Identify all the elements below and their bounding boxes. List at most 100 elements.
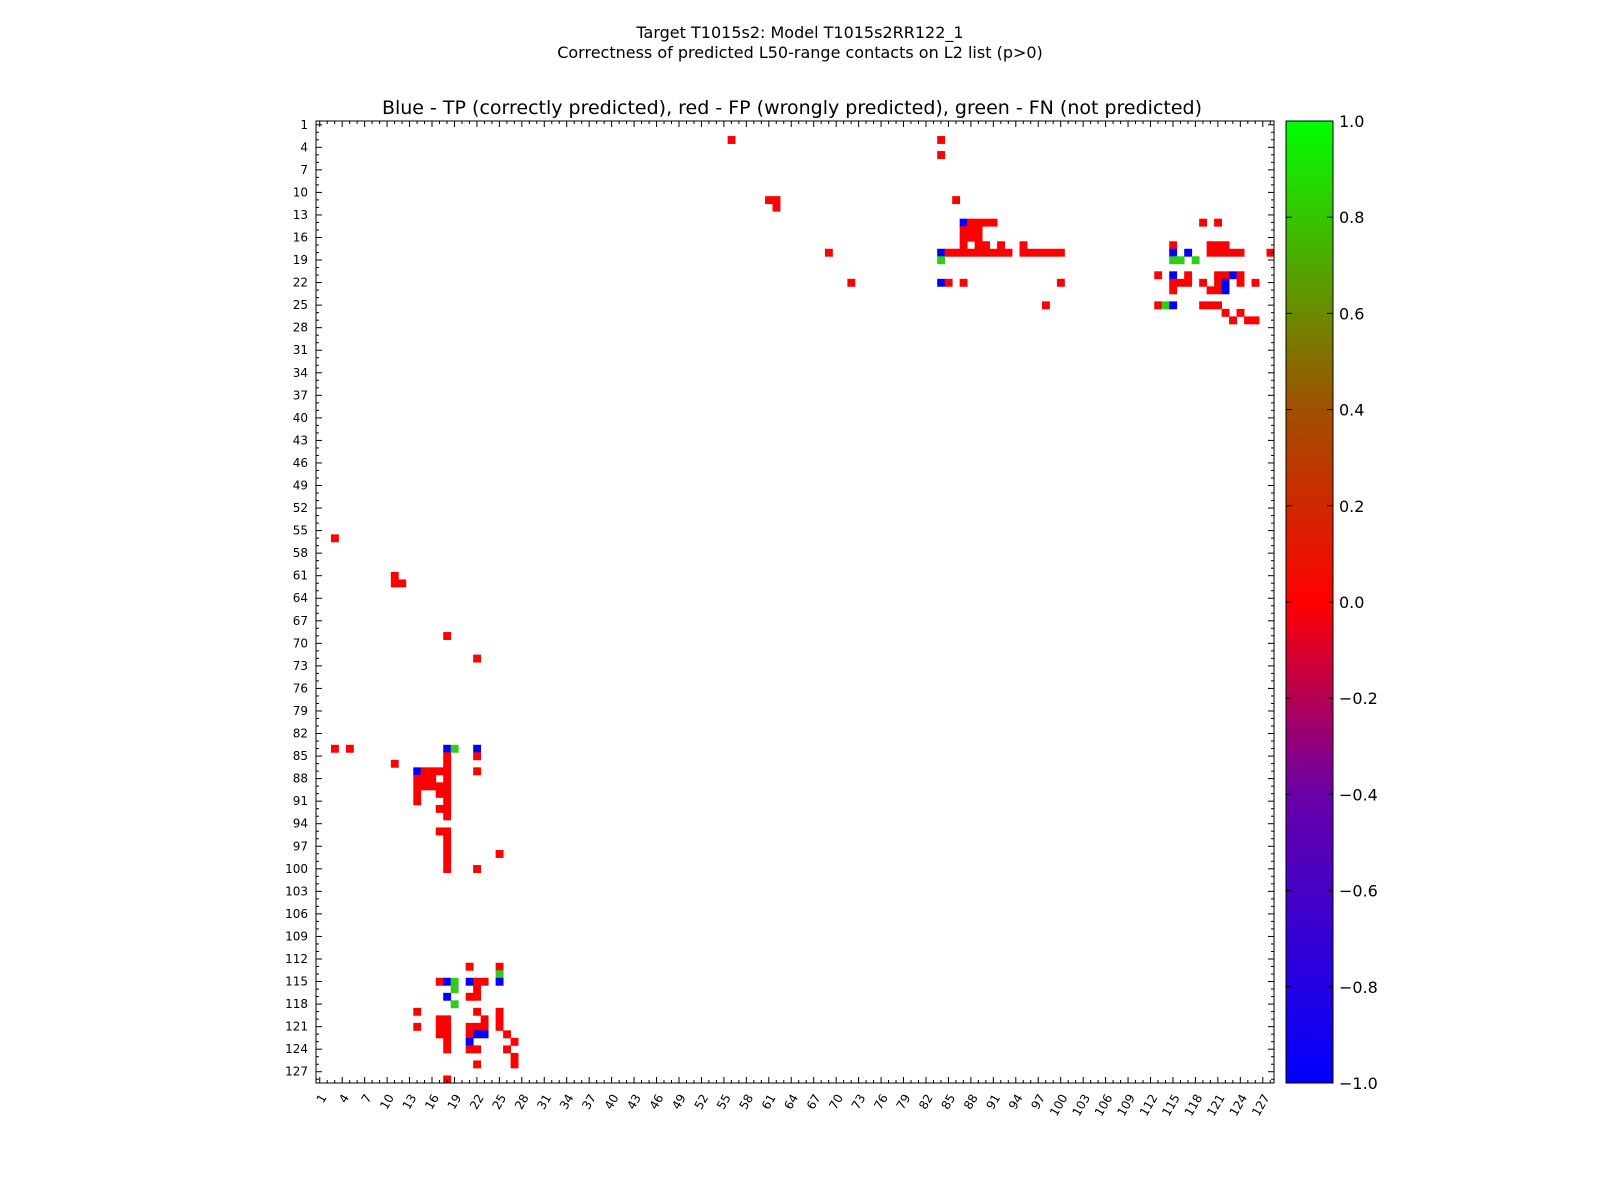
contact-cell-fp <box>937 136 946 144</box>
contact-cell-fp <box>435 1022 444 1031</box>
contact-cell-fp <box>473 767 482 776</box>
contact-cell-tp <box>473 1030 482 1039</box>
x-tick-label: 64 <box>781 1092 801 1112</box>
contact-cell-fp <box>443 842 452 851</box>
colorbar-tick-label: 0.8 <box>1339 208 1364 227</box>
contact-cell-fn <box>1191 256 1200 265</box>
y-tick-label: 58 <box>293 546 308 560</box>
contact-cell-tp <box>480 1030 489 1039</box>
contact-cell-fn <box>450 744 459 753</box>
contact-cell-fp <box>495 850 504 858</box>
contact-cell-fp <box>398 579 407 588</box>
contact-cell-fp <box>473 1060 482 1069</box>
y-tick-label: 67 <box>293 614 308 628</box>
contact-cell-fp <box>1056 248 1065 257</box>
x-tick-label: 58 <box>736 1092 756 1112</box>
y-tick-label: 40 <box>293 411 308 425</box>
contact-cell-fp <box>1019 248 1028 257</box>
contact-cell-fp <box>1214 248 1223 257</box>
contact-cell-fp <box>443 1022 452 1031</box>
y-tick-label: 103 <box>285 884 308 898</box>
contact-cell-fp <box>390 571 399 580</box>
colorbar-tick-label: −0.6 <box>1339 882 1378 901</box>
x-tick-label: 94 <box>1006 1092 1026 1112</box>
contact-cell-fp <box>1251 278 1260 287</box>
x-tick-label: 79 <box>894 1092 914 1112</box>
y-tick-label: 4 <box>300 140 308 154</box>
contact-cell-fp <box>330 534 339 543</box>
contact-cell-fp <box>428 782 437 791</box>
contact-cell-tp <box>1169 301 1178 310</box>
contact-cell-fp <box>420 767 429 776</box>
y-tick-label: 118 <box>285 997 308 1011</box>
colorbar-tick-label: −0.8 <box>1339 978 1378 997</box>
x-tick-label: 100 <box>1047 1092 1071 1119</box>
x-tick-label: 97 <box>1028 1092 1048 1112</box>
y-tick-label: 124 <box>285 1042 308 1056</box>
contact-cell-fp <box>974 241 983 250</box>
contact-cell-fp <box>1184 271 1193 280</box>
contact-cell-fp <box>413 1022 422 1031</box>
contact-cell-fp <box>1004 248 1013 257</box>
contact-cell-fp <box>465 1022 474 1031</box>
axes-title: Blue - TP (correctly predicted), red - F… <box>382 97 1202 119</box>
contact-cell-fp <box>967 218 976 227</box>
contact-cell-fp <box>443 1015 452 1024</box>
x-tick-label: 49 <box>669 1092 689 1112</box>
x-tick-label: 1 <box>314 1092 330 1106</box>
contact-cell-fp <box>1169 241 1178 250</box>
contact-cell-fp <box>510 1060 519 1069</box>
contact-cell-fp <box>1251 316 1260 325</box>
contact-cell-fp <box>967 248 976 257</box>
y-tick-label: 127 <box>285 1065 308 1079</box>
contact-cell-tp <box>959 218 968 227</box>
contact-cell-fp <box>435 1015 444 1024</box>
contact-cell-fn <box>450 977 459 986</box>
contact-cell-fp <box>1221 248 1230 257</box>
contact-cell-fp <box>1214 271 1223 280</box>
contact-cell-tp <box>465 977 474 986</box>
contact-cell-fp <box>824 248 833 257</box>
y-tick-label: 115 <box>285 975 308 989</box>
x-tick-label: 103 <box>1069 1092 1093 1119</box>
y-tick-label: 112 <box>285 952 308 966</box>
contact-cell-fp <box>443 850 452 858</box>
y-tick-label: 1 <box>300 118 308 132</box>
contact-cell-fp <box>1206 301 1215 310</box>
contact-cell-fp <box>974 218 983 227</box>
contact-cell-fp <box>1236 248 1245 257</box>
contact-cell-fp <box>473 752 482 761</box>
contact-cell-tp <box>937 248 946 257</box>
contact-cell-tp <box>1169 248 1178 257</box>
contact-cell-fp <box>428 774 437 783</box>
contact-cell-fp <box>1214 241 1223 250</box>
x-tick-label: 70 <box>826 1092 846 1112</box>
contact-cell-fp <box>1221 271 1230 280</box>
y-tick-label: 52 <box>293 501 308 515</box>
contact-cell-fp <box>330 744 339 753</box>
contact-cell-fp <box>989 218 998 227</box>
contact-cell-fp <box>443 827 452 836</box>
y-tick-label: 106 <box>285 907 308 921</box>
x-tick-label: 10 <box>377 1092 397 1112</box>
contact-cell-fp <box>1041 248 1050 257</box>
contact-cell-fp <box>1221 308 1230 317</box>
colorbar-tick-label: 0.4 <box>1339 401 1364 420</box>
contact-cell-fp <box>959 278 968 287</box>
x-tick-label: 118 <box>1182 1092 1206 1119</box>
x-tick-label: 28 <box>512 1092 532 1112</box>
x-tick-label: 25 <box>489 1092 509 1112</box>
contact-cell-fp <box>982 218 990 227</box>
y-axis: 1 4 7 10 13 16 19 22 25 28 31 34 37 40 43 46 49 52 55 58 61 6… <box>285 118 1274 1080</box>
contact-cell-fp <box>473 865 482 873</box>
contact-cell-fp <box>1184 278 1193 287</box>
contact-cell-fp <box>1199 301 1208 310</box>
x-tick-label: 88 <box>961 1092 981 1112</box>
y-tick-label: 73 <box>293 659 308 673</box>
x-tick-label: 34 <box>557 1092 577 1112</box>
colorbar-tick-label: 0.2 <box>1339 497 1364 516</box>
y-tick-label: 55 <box>293 524 308 538</box>
contact-cell-fp <box>959 233 968 242</box>
colorbar-tick-label: 0.0 <box>1339 593 1364 612</box>
y-tick-label: 19 <box>293 253 308 267</box>
